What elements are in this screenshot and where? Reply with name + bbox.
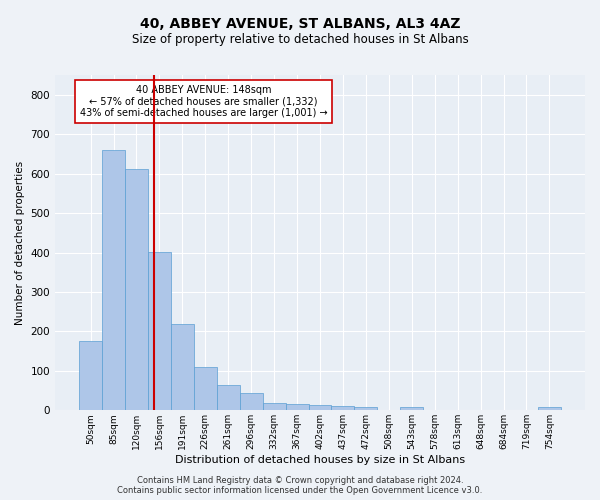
- Bar: [240, 393, 263, 410]
- Bar: [331, 406, 355, 410]
- Text: 40 ABBEY AVENUE: 148sqm
← 57% of detached houses are smaller (1,332)
43% of semi: 40 ABBEY AVENUE: 148sqm ← 57% of detache…: [80, 85, 327, 118]
- Bar: [125, 169, 148, 410]
- Text: Contains HM Land Registry data © Crown copyright and database right 2024.
Contai: Contains HM Land Registry data © Crown c…: [118, 476, 482, 495]
- Bar: [308, 405, 331, 410]
- Bar: [355, 407, 377, 410]
- Bar: [400, 407, 423, 410]
- Bar: [538, 407, 561, 410]
- Bar: [79, 342, 102, 410]
- Bar: [148, 252, 171, 410]
- Bar: [102, 150, 125, 410]
- Text: 40, ABBEY AVENUE, ST ALBANS, AL3 4AZ: 40, ABBEY AVENUE, ST ALBANS, AL3 4AZ: [140, 18, 460, 32]
- Y-axis label: Number of detached properties: Number of detached properties: [15, 160, 25, 324]
- Bar: [286, 404, 308, 410]
- Bar: [171, 324, 194, 410]
- Bar: [217, 384, 240, 410]
- Bar: [194, 367, 217, 410]
- X-axis label: Distribution of detached houses by size in St Albans: Distribution of detached houses by size …: [175, 455, 465, 465]
- Text: Size of property relative to detached houses in St Albans: Size of property relative to detached ho…: [131, 32, 469, 46]
- Bar: [263, 403, 286, 410]
